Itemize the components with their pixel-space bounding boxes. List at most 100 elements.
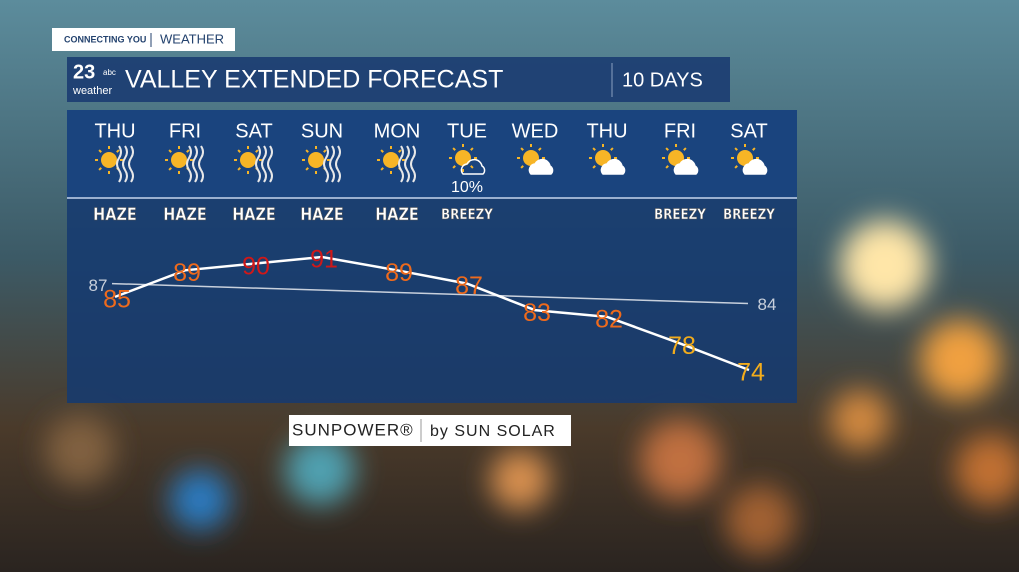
icon-ray bbox=[323, 149, 327, 153]
sponsor-by: by SUN SOLAR bbox=[430, 423, 556, 440]
icon-ray bbox=[398, 149, 402, 153]
normal-end-label: 84 bbox=[758, 295, 777, 314]
icon-ray bbox=[168, 149, 172, 153]
icon-haze bbox=[323, 145, 329, 183]
logo-number: 23 bbox=[73, 61, 95, 83]
temp-label: 87 bbox=[455, 272, 483, 300]
temp-label: 90 bbox=[242, 252, 270, 280]
day-label: TUE bbox=[447, 120, 487, 142]
icon-cloud bbox=[673, 158, 699, 175]
icon-ray bbox=[380, 149, 384, 153]
precip: 10% bbox=[451, 179, 483, 196]
icon-sun bbox=[523, 150, 539, 166]
icon-haze bbox=[128, 145, 134, 183]
icon-ray bbox=[734, 165, 738, 169]
icon-haze bbox=[335, 145, 341, 183]
normal-line bbox=[111, 282, 749, 305]
temp-label: 74 bbox=[737, 359, 765, 387]
icon-ray bbox=[186, 149, 190, 153]
title-bar bbox=[67, 57, 730, 102]
normal-start-label: 87 bbox=[89, 276, 108, 295]
icon-sun bbox=[668, 150, 684, 166]
icon-ray bbox=[520, 165, 524, 169]
icon-haze bbox=[198, 145, 204, 183]
condition: HAZE bbox=[375, 204, 419, 224]
icon-ray bbox=[255, 149, 259, 153]
temp-label: 85 bbox=[103, 285, 131, 313]
day-label: SUN bbox=[301, 120, 343, 142]
icon-ray bbox=[237, 167, 241, 171]
icon-haze bbox=[192, 145, 198, 183]
icon-cloud bbox=[528, 158, 554, 175]
icon-ray bbox=[452, 165, 456, 169]
icon-ray bbox=[665, 165, 669, 169]
icon-cloud bbox=[460, 158, 486, 175]
icon-ray bbox=[470, 165, 474, 169]
icon-haze bbox=[255, 145, 261, 183]
day-label: THU bbox=[94, 120, 135, 142]
icon-cloud bbox=[742, 158, 768, 175]
temp-label: 91 bbox=[310, 246, 338, 274]
period: 10 DAYS bbox=[622, 69, 703, 91]
day-label: SAT bbox=[235, 120, 272, 142]
icon-cloud bbox=[600, 158, 626, 175]
temp-label: 82 bbox=[595, 305, 623, 333]
icon-ray bbox=[520, 147, 524, 151]
icon-ray bbox=[665, 147, 669, 151]
icon-haze bbox=[329, 145, 335, 183]
temp-label: 83 bbox=[523, 299, 551, 327]
icon-sun bbox=[383, 152, 399, 168]
icon-haze bbox=[186, 145, 192, 183]
temp-label: 89 bbox=[173, 259, 201, 287]
day-label: FRI bbox=[169, 120, 201, 142]
icon-haze bbox=[261, 145, 267, 183]
icon-haze bbox=[122, 145, 128, 183]
icon-sun bbox=[171, 152, 187, 168]
sponsor-brand: SUNPOWER® bbox=[292, 420, 414, 439]
condition: BREEZY bbox=[654, 207, 706, 223]
condition: HAZE bbox=[93, 204, 137, 224]
icon-sun bbox=[737, 150, 753, 166]
icon-ray bbox=[592, 165, 596, 169]
icon-haze bbox=[267, 145, 273, 183]
temp-line bbox=[114, 255, 750, 372]
icon-ray bbox=[237, 149, 241, 153]
tag-box bbox=[52, 28, 235, 51]
day-label: FRI bbox=[664, 120, 696, 142]
logo-word: weather bbox=[72, 85, 112, 97]
icon-haze bbox=[398, 145, 404, 183]
day-label: SAT bbox=[730, 120, 767, 142]
bokeh bbox=[45, 220, 1019, 555]
condition: BREEZY bbox=[441, 207, 493, 223]
title: VALLEY EXTENDED FORECAST bbox=[125, 66, 503, 94]
tag-right: WEATHER bbox=[160, 31, 224, 46]
condition: HAZE bbox=[232, 204, 276, 224]
icon-ray bbox=[380, 167, 384, 171]
icon-ray bbox=[734, 147, 738, 151]
icon-ray bbox=[752, 147, 756, 151]
icon-ray bbox=[538, 147, 542, 151]
icon-sun bbox=[308, 152, 324, 168]
icon-ray bbox=[610, 147, 614, 151]
icon-ray bbox=[305, 167, 309, 171]
day-label: THU bbox=[586, 120, 627, 142]
temp-label: 78 bbox=[668, 332, 696, 360]
icon-ray bbox=[470, 147, 474, 151]
icon-ray bbox=[683, 147, 687, 151]
icon-sun bbox=[595, 150, 611, 166]
icon-ray bbox=[98, 149, 102, 153]
sponsor-box bbox=[289, 415, 571, 446]
icon-ray bbox=[98, 167, 102, 171]
icon-sun bbox=[455, 150, 471, 166]
condition: HAZE bbox=[300, 204, 344, 224]
icon-sun bbox=[240, 152, 256, 168]
icon-haze bbox=[410, 145, 416, 183]
logo-network: abc bbox=[103, 68, 116, 77]
condition: HAZE bbox=[163, 204, 207, 224]
temp-label: 89 bbox=[385, 259, 413, 287]
day-label: MON bbox=[374, 120, 421, 142]
condition: BREEZY bbox=[723, 207, 775, 223]
icon-ray bbox=[116, 149, 120, 153]
